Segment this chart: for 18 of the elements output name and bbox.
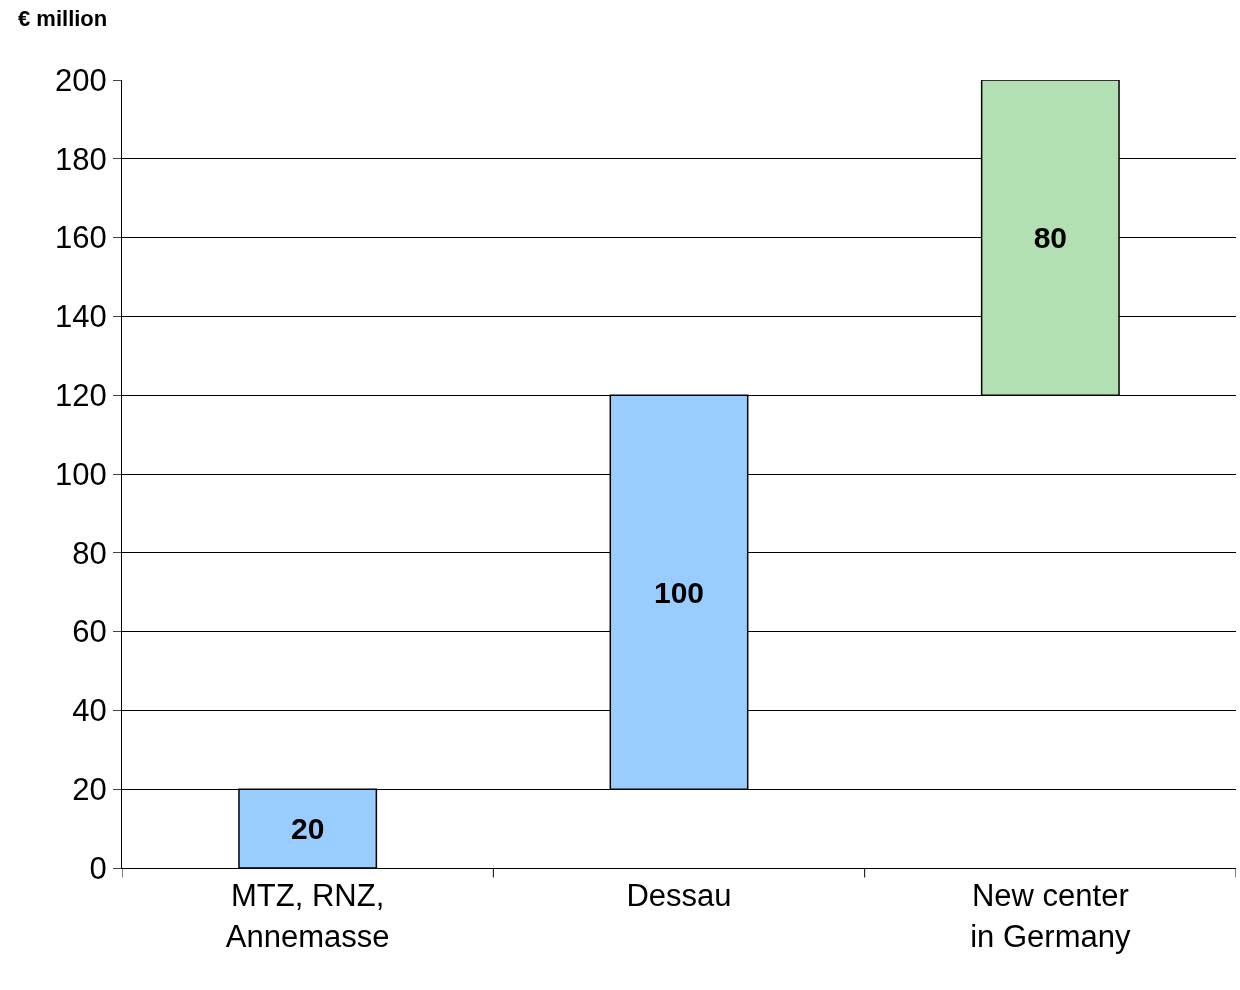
y-tick-label: 120	[55, 378, 107, 414]
y-tick-label: 140	[55, 299, 107, 335]
y-tick-label: 20	[72, 772, 107, 808]
y-tick-label: 80	[72, 535, 107, 571]
y-tick-label: 40	[72, 693, 107, 729]
x-tick-label: New center in Germany	[970, 878, 1131, 954]
x-tick-label: Dessau	[626, 878, 732, 914]
y-tick-label: 100	[55, 456, 107, 492]
y-tick-label: 60	[72, 614, 107, 650]
data-label: 80	[1033, 221, 1068, 255]
y-tick-label: 200	[55, 62, 107, 98]
y-tick-label: 180	[55, 141, 107, 177]
x-tick-label: MTZ, RNZ, Annemasse	[225, 878, 390, 954]
y-tick-label: 160	[55, 220, 107, 256]
data-label: 100	[653, 575, 705, 609]
y-tick-label: 0	[89, 850, 107, 886]
y-axis-title: € million	[18, 6, 108, 31]
data-label: 20	[290, 812, 325, 846]
